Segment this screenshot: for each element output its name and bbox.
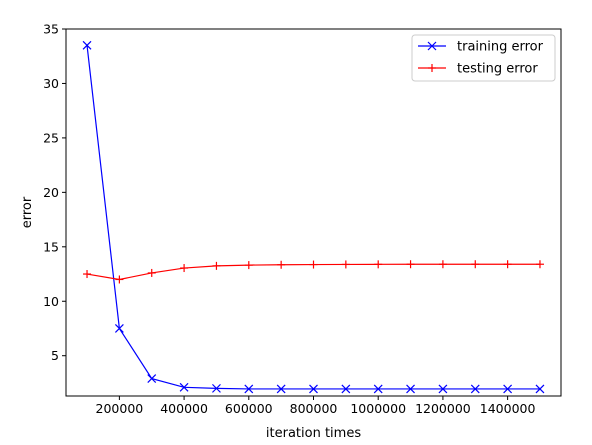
legend-box	[411, 34, 556, 82]
data-point-testing-error	[341, 260, 350, 269]
data-point-training-error	[535, 384, 545, 394]
data-point-testing-error	[471, 260, 480, 269]
data-point-testing-error	[83, 270, 92, 279]
data-point-testing-error	[309, 260, 318, 269]
x-tick-label: 400000	[160, 401, 208, 416]
data-point-training-error	[179, 382, 189, 392]
x-axis: 200000 400000 600000 800000 1000000 1200000 14…	[96, 396, 536, 416]
data-point-training-error	[341, 384, 351, 394]
x-tick-label: 1400000	[480, 401, 536, 416]
data-point-training-error	[309, 384, 318, 394]
y-tick-label: 15	[43, 239, 59, 254]
legend-label-training-error: training error	[457, 40, 544, 55]
data-point-testing-error	[244, 261, 253, 270]
data-point-training-error	[406, 384, 415, 394]
data-point-testing-error	[535, 260, 544, 269]
data-point-testing-error	[115, 275, 124, 284]
x-tick-label: 1200000	[415, 401, 471, 416]
series-layer	[82, 40, 545, 394]
data-point-training-error	[373, 384, 383, 394]
y-tick-label: 35	[43, 22, 59, 37]
data-point-training-error	[212, 383, 221, 393]
data-point-training-error	[147, 374, 157, 383]
data-point-testing-error	[438, 260, 447, 269]
data-point-testing-error	[180, 264, 189, 273]
x-axis-label: iteration times	[266, 426, 361, 441]
x-tick-label: 800000	[290, 401, 338, 416]
legend-marker-glyph	[427, 41, 437, 51]
data-point-testing-error	[147, 268, 156, 277]
legend-label-testing-error: testing error	[457, 62, 538, 77]
legend-marker-glyph	[428, 64, 436, 72]
plot-area	[65, 28, 562, 397]
x-tick-label: 200000	[96, 401, 144, 416]
legend-marker-testing-error	[428, 64, 436, 72]
data-point-training-error	[276, 384, 286, 394]
legend: training error testing error	[411, 34, 556, 82]
data-point-training-error	[114, 324, 124, 333]
y-tick-label: 10	[43, 294, 59, 309]
data-point-testing-error	[212, 261, 221, 270]
data-point-testing-error	[374, 260, 383, 269]
data-point-training-error	[244, 384, 254, 394]
y-axis: 5 10 15 20 25 30 35	[43, 22, 66, 363]
y-tick-label: 5	[51, 348, 59, 363]
data-point-training-error	[438, 384, 448, 394]
data-point-testing-error	[406, 260, 415, 269]
data-point-training-error	[470, 384, 480, 394]
y-axis-label: error	[20, 196, 35, 228]
x-tick-label: 600000	[225, 401, 273, 416]
data-point-training-error	[503, 384, 513, 394]
legend-marker-training-error	[427, 41, 437, 51]
data-point-training-error	[82, 40, 92, 50]
legend-item-testing-error: testing error	[418, 62, 538, 77]
data-point-testing-error	[503, 260, 512, 269]
y-tick-label: 20	[43, 185, 59, 200]
x-tick-label: 1000000	[350, 401, 406, 416]
data-point-testing-error	[277, 260, 286, 269]
legend-item-training-error: training error	[418, 40, 544, 55]
y-tick-label: 30	[43, 76, 59, 91]
y-tick-label: 25	[43, 130, 59, 145]
